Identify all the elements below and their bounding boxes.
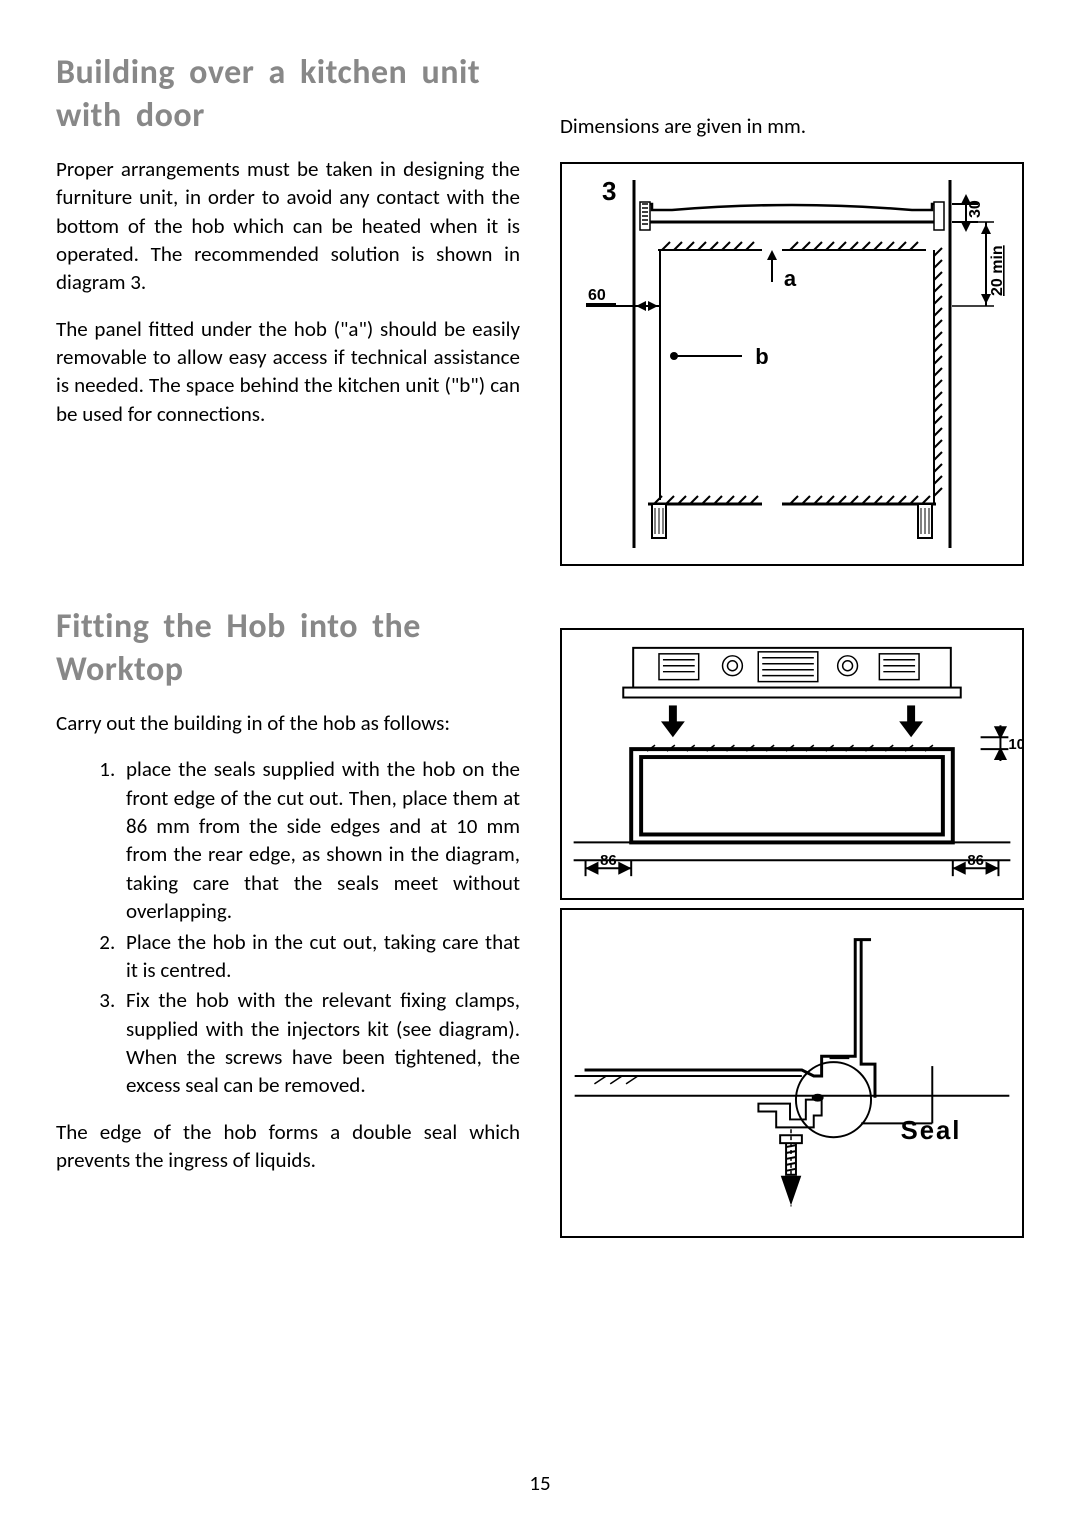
- diagram-seal-placement: 86 86 10: [560, 628, 1024, 900]
- spacer: [56, 446, 520, 606]
- fig-label: 3: [602, 176, 616, 206]
- section1-heading: Building over a kitchen unit with door: [56, 52, 520, 137]
- svg-text:10: 10: [1008, 737, 1022, 753]
- arrows-down: [661, 706, 923, 738]
- seal-label: Seal: [901, 1118, 962, 1146]
- worktop-plan: [574, 745, 1011, 860]
- right-column: Dimensions are given in mm. 3: [560, 52, 1024, 1238]
- dimensions-note: Dimensions are given in mm.: [560, 112, 1024, 140]
- hinge-left: [640, 202, 650, 230]
- worktop-hatch: [594, 1076, 637, 1084]
- hob-profile: [644, 204, 940, 222]
- page-columns: Building over a kitchen unit with door P…: [56, 52, 1024, 1238]
- seal-bead: [812, 1094, 824, 1102]
- clamp: [758, 1100, 821, 1128]
- floor-hatched: [648, 496, 936, 538]
- svg-text:86: 86: [967, 854, 984, 870]
- dim-20min: 20 min: [952, 222, 1006, 306]
- dim-86-left: 86: [586, 854, 632, 877]
- dim-10: 10: [981, 726, 1022, 762]
- diagram-seal-placement-svg: 86 86 10: [562, 630, 1022, 898]
- dim-60: 60: [586, 287, 660, 314]
- diagram-seal-section-svg: Seal: [562, 910, 1022, 1236]
- section1-para2: The panel fitted under the hob ("a") sho…: [56, 315, 520, 428]
- left-column: Building over a kitchen unit with door P…: [56, 52, 520, 1238]
- section2-intro: Carry out the building in of the hob as …: [56, 709, 520, 737]
- step-3: Fix the hob with the relevant fixing cla…: [120, 986, 520, 1099]
- diagram-seal-section: Seal: [560, 908, 1024, 1238]
- right-wall-hatch: [934, 248, 942, 504]
- svg-text:86: 86: [600, 854, 617, 870]
- page-number: 15: [0, 1470, 1080, 1496]
- svg-text:20 min: 20 min: [989, 246, 1006, 297]
- section1-para1: Proper arrangements must be taken in des…: [56, 155, 520, 297]
- step-1: place the seals supplied with the hob on…: [120, 755, 520, 925]
- countertop-hatched: [658, 242, 926, 250]
- label-b: b: [755, 344, 768, 369]
- dim-86-right: 86: [953, 854, 999, 877]
- section2-steps: place the seals supplied with the hob on…: [56, 755, 520, 1099]
- section2-heading: Fitting the Hob into the Worktop: [56, 606, 520, 691]
- svg-text:30: 30: [967, 200, 984, 218]
- hinge-right: [934, 202, 944, 230]
- diagram-3-svg: 3: [562, 164, 1022, 564]
- section2-closing: The edge of the hob forms a double seal …: [56, 1118, 520, 1175]
- hob-top: [623, 648, 960, 698]
- screw: [780, 1130, 802, 1207]
- svg-text:60: 60: [588, 287, 606, 304]
- step-2: Place the hob in the cut out, taking car…: [120, 928, 520, 985]
- label-a: a: [784, 266, 797, 291]
- diagram-3: 3: [560, 162, 1024, 566]
- hob-section: [585, 940, 875, 1098]
- dim-30: 30: [952, 194, 984, 232]
